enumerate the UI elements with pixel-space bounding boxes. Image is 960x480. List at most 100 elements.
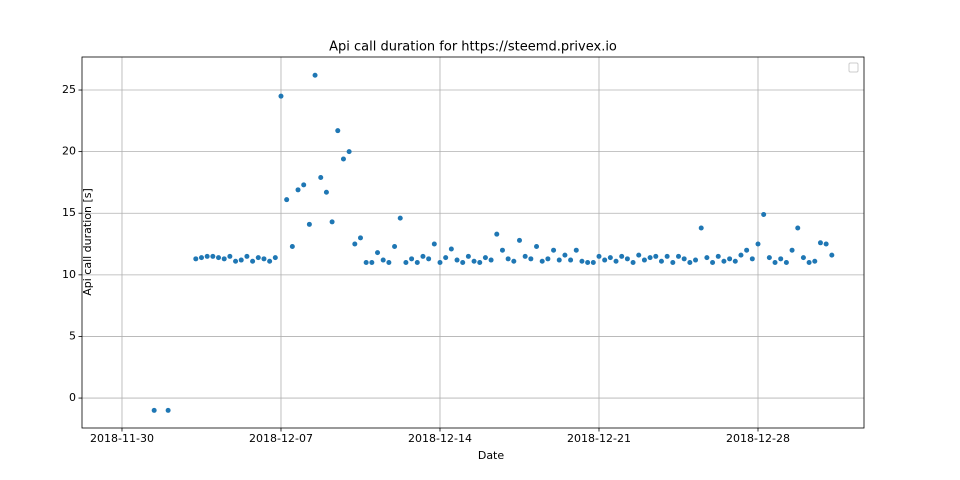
x-tick-label: 2018-12-14 bbox=[408, 432, 472, 445]
data-point bbox=[375, 250, 381, 256]
data-point bbox=[482, 255, 488, 261]
data-point bbox=[812, 258, 818, 264]
data-point bbox=[630, 260, 636, 266]
axes-frame bbox=[81, 56, 865, 429]
data-point bbox=[272, 255, 278, 261]
data-point bbox=[471, 258, 477, 264]
y-tick-label: 15 bbox=[62, 206, 76, 219]
data-point bbox=[534, 244, 540, 250]
data-point bbox=[704, 255, 710, 261]
data-point bbox=[227, 253, 233, 259]
data-point bbox=[448, 246, 454, 252]
x-tick-label: 2018-12-07 bbox=[249, 432, 313, 445]
data-point bbox=[562, 252, 568, 258]
data-point bbox=[465, 253, 471, 259]
data-point bbox=[727, 256, 733, 262]
data-point bbox=[789, 247, 795, 253]
data-point bbox=[778, 256, 784, 262]
data-point bbox=[568, 257, 574, 263]
data-point bbox=[318, 175, 324, 181]
data-point bbox=[346, 149, 352, 155]
data-point bbox=[505, 256, 511, 262]
data-point bbox=[772, 260, 778, 266]
data-point bbox=[352, 241, 358, 247]
data-point bbox=[244, 253, 250, 259]
data-point bbox=[431, 241, 437, 247]
data-point bbox=[151, 407, 157, 413]
data-point bbox=[340, 156, 346, 162]
data-point bbox=[420, 253, 426, 259]
data-point bbox=[494, 231, 500, 237]
data-point bbox=[522, 253, 528, 259]
data-point bbox=[744, 247, 750, 253]
data-point bbox=[817, 240, 823, 246]
data-point bbox=[460, 260, 466, 266]
x-tick-label: 2018-11-30 bbox=[90, 432, 154, 445]
data-point bbox=[738, 252, 744, 258]
data-point bbox=[306, 221, 312, 227]
data-point bbox=[573, 247, 579, 253]
data-point bbox=[363, 260, 369, 266]
data-point bbox=[295, 187, 301, 193]
data-point bbox=[829, 252, 835, 258]
data-point bbox=[607, 255, 613, 261]
data-point bbox=[414, 260, 420, 266]
x-tick-label: 2018-12-28 bbox=[726, 432, 790, 445]
data-point bbox=[267, 258, 273, 264]
data-point bbox=[681, 256, 687, 262]
data-point bbox=[800, 255, 806, 261]
data-point bbox=[687, 260, 693, 266]
data-point bbox=[335, 128, 341, 134]
data-point bbox=[613, 258, 619, 264]
data-point bbox=[539, 258, 545, 264]
data-point bbox=[693, 257, 699, 263]
data-point bbox=[556, 257, 562, 263]
data-point bbox=[710, 260, 716, 266]
data-point bbox=[233, 258, 239, 264]
data-point bbox=[766, 255, 772, 261]
data-point bbox=[795, 225, 801, 231]
data-point bbox=[477, 260, 483, 266]
data-point bbox=[165, 407, 171, 413]
y-tick-label: 5 bbox=[69, 329, 76, 342]
data-point bbox=[602, 257, 608, 263]
data-point bbox=[715, 253, 721, 259]
data-point bbox=[658, 258, 664, 264]
data-point bbox=[289, 244, 295, 250]
data-point bbox=[579, 258, 585, 264]
data-point bbox=[397, 215, 403, 221]
data-point bbox=[619, 253, 625, 259]
data-point bbox=[698, 225, 704, 231]
y-tick-label: 10 bbox=[62, 268, 76, 281]
data-point bbox=[278, 93, 284, 99]
data-point bbox=[641, 257, 647, 263]
data-point bbox=[636, 252, 642, 258]
data-point bbox=[221, 256, 227, 262]
data-point bbox=[216, 255, 222, 261]
data-point bbox=[255, 255, 261, 261]
x-tick-label: 2018-12-21 bbox=[567, 432, 631, 445]
data-point bbox=[238, 257, 244, 263]
data-point bbox=[545, 256, 551, 262]
data-point bbox=[511, 258, 517, 264]
data-point bbox=[409, 256, 415, 262]
data-point bbox=[624, 256, 630, 262]
y-tick-label: 25 bbox=[62, 83, 76, 96]
data-point bbox=[585, 260, 591, 266]
x-axis-label: Date bbox=[478, 449, 505, 462]
data-point bbox=[403, 260, 409, 266]
data-point bbox=[193, 256, 199, 262]
data-point bbox=[392, 244, 398, 250]
y-tick-label: 0 bbox=[69, 391, 76, 404]
data-point bbox=[732, 258, 738, 264]
data-point bbox=[443, 255, 449, 261]
data-point bbox=[721, 258, 727, 264]
data-point bbox=[596, 253, 602, 259]
data-point bbox=[386, 260, 392, 266]
data-point bbox=[261, 256, 267, 262]
data-point bbox=[488, 257, 494, 263]
data-point bbox=[323, 189, 329, 195]
data-point bbox=[380, 257, 386, 263]
data-point bbox=[551, 247, 557, 253]
